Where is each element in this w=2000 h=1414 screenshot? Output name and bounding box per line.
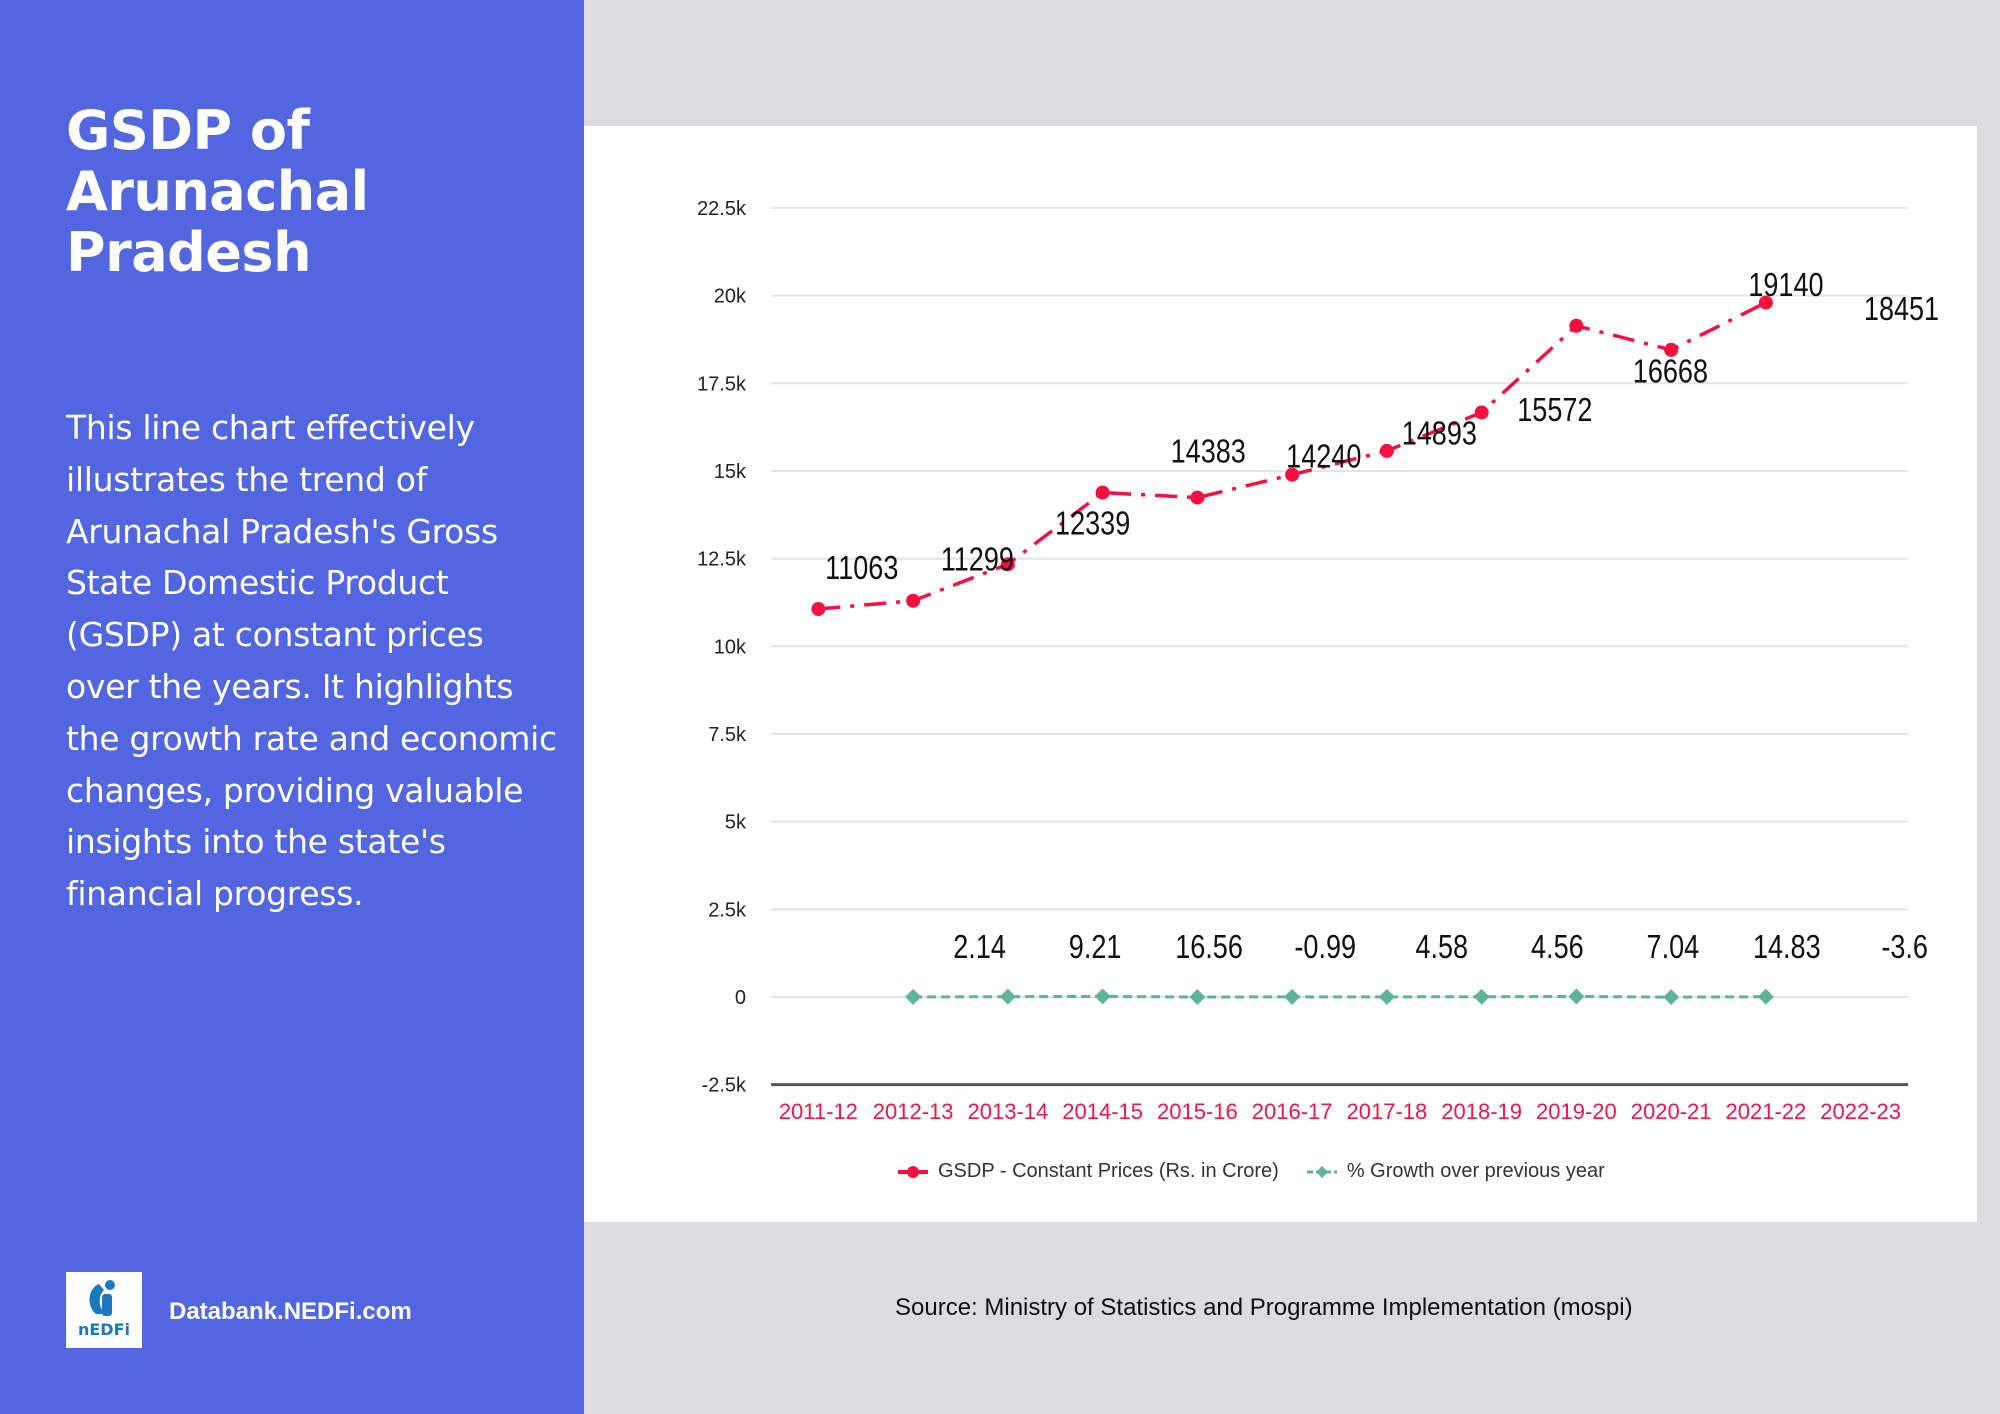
growth-line <box>913 994 1766 999</box>
growth-data-label: -0.99 <box>1294 930 1356 966</box>
gsdp-data-label: 11299 <box>941 542 1014 578</box>
page-title: GSDP of Arunachal Pradesh <box>66 100 546 283</box>
legend-growth-marker-icon <box>1306 1165 1337 1178</box>
y-tick-label: 20k <box>714 286 747 308</box>
gsdp-data-label: 14893 <box>1402 416 1477 452</box>
gsdp-data-label: 19140 <box>1748 267 1823 303</box>
line-chart: -2.5k 0 2.5k 5k 7.5k 10k 12.5k 15k 17.5k 20k 22.5k… <box>697 198 1939 1124</box>
gsdp-point[interactable] <box>811 602 826 617</box>
x-tick-label: 2014-15 <box>1062 1099 1143 1124</box>
gsdp-data-label: 18451 <box>1864 291 1939 327</box>
growth-point[interactable] <box>1757 988 1774 1005</box>
x-tick-label: 2021-22 <box>1726 1099 1807 1124</box>
growth-point[interactable] <box>1663 989 1680 1006</box>
legend-item-gsdp[interactable]: GSDP - Constant Prices (Rs. in Crore) <box>896 1160 1279 1183</box>
growth-data-label: 16.56 <box>1175 930 1243 966</box>
x-tick-label: 2020-21 <box>1631 1099 1712 1124</box>
gsdp-data-label: 14383 <box>1171 434 1246 470</box>
y-tick-label: 2.5k <box>708 899 747 921</box>
gsdp-point[interactable] <box>1285 467 1300 482</box>
growth-point[interactable] <box>1284 988 1301 1005</box>
x-tick-label: 2022-23 <box>1820 1099 1901 1124</box>
gsdp-point[interactable] <box>1379 443 1394 458</box>
title-line-1: GSDP of <box>66 99 310 162</box>
gsdp-point[interactable] <box>1758 295 1773 310</box>
y-tick-label: 7.5k <box>708 724 747 746</box>
growth-data-label: 4.58 <box>1415 930 1468 966</box>
gsdp-point[interactable] <box>1474 405 1489 420</box>
y-tick-label: -2.5k <box>702 1075 747 1097</box>
y-tick-label: 17.5k <box>697 373 747 395</box>
legend-label-gsdp: GSDP - Constant Prices (Rs. in Crore) <box>938 1160 1279 1182</box>
growth-point[interactable] <box>1473 988 1490 1005</box>
y-tick-label: 15k <box>714 461 747 483</box>
gsdp-data-label: 15572 <box>1517 392 1592 428</box>
chart-legend: GSDP - Constant Prices (Rs. in Crore) % … <box>896 1160 1605 1183</box>
growth-data-label: 4.56 <box>1531 930 1584 966</box>
nedfi-logo-icon: nEDFi <box>78 1280 130 1339</box>
sidebar-panel: GSDP of Arunachal Pradesh This line char… <box>0 0 584 1414</box>
growth-point[interactable] <box>1378 988 1395 1005</box>
growth-point[interactable] <box>999 988 1016 1005</box>
x-tick-label: 2018-19 <box>1441 1099 1522 1124</box>
gsdp-point[interactable] <box>1664 342 1679 357</box>
y-tick-label: 12.5k <box>697 549 747 571</box>
x-tick-label: 2017-18 <box>1347 1099 1428 1124</box>
growth-data-label: -3.6 <box>1881 930 1928 966</box>
nedfi-logo: nEDFi <box>66 1272 142 1348</box>
gsdp-point[interactable] <box>1569 318 1584 333</box>
y-tick-label: 5k <box>725 812 747 834</box>
y-tick-label: 10k <box>714 636 747 658</box>
growth-point[interactable] <box>1568 988 1585 1005</box>
legend-label-growth: % Growth over previous year <box>1346 1160 1605 1182</box>
gsdp-data-label: 12339 <box>1055 506 1130 542</box>
growth-data-label: 7.04 <box>1647 930 1700 966</box>
title-line-2: Arunachal <box>66 160 369 223</box>
source-note: Source: Ministry of Statistics and Progr… <box>895 1294 1633 1321</box>
gsdp-point[interactable] <box>906 593 921 608</box>
gsdp-point[interactable] <box>1000 557 1015 572</box>
x-tick-label: 2011-12 <box>779 1099 858 1124</box>
growth-data-label: 14.83 <box>1753 930 1821 966</box>
x-tick-label: 2013-14 <box>968 1099 1049 1124</box>
logo-text: nEDFi <box>78 1320 130 1339</box>
gsdp-data-label: 16668 <box>1633 354 1708 390</box>
chart-description: This line chart effectively illustrates … <box>66 408 557 914</box>
legend-gsdp-marker-icon <box>898 1165 928 1178</box>
gsdp-point[interactable] <box>1095 485 1110 500</box>
growth-point[interactable] <box>1094 988 1111 1005</box>
legend-item-growth[interactable]: % Growth over previous year <box>1305 1160 1605 1183</box>
chart-card: -2.5k 0 2.5k 5k 7.5k 10k 12.5k 15k 17.5k 20k 22.5k… <box>584 126 1977 1222</box>
growth-point[interactable] <box>1189 989 1206 1006</box>
gsdp-data-label: 14240 <box>1286 439 1361 475</box>
x-tick-label: 2012-13 <box>873 1099 954 1124</box>
site-link[interactable]: Databank.NEDFi.com <box>169 1298 412 1325</box>
x-tick-label: 2015-16 <box>1157 1099 1238 1124</box>
gsdp-point[interactable] <box>1190 490 1205 505</box>
growth-data-label: 2.14 <box>953 930 1006 966</box>
growth-point[interactable] <box>905 988 922 1005</box>
y-tick-label: 0 <box>735 987 746 1009</box>
y-tick-label: 22.5k <box>697 198 747 220</box>
gsdp-data-label: 11063 <box>825 551 898 587</box>
growth-data-label: 9.21 <box>1069 930 1122 966</box>
title-line-3: Pradesh <box>66 221 312 284</box>
x-tick-label: 2016-17 <box>1252 1099 1333 1124</box>
x-tick-label: 2019-20 <box>1536 1099 1617 1124</box>
